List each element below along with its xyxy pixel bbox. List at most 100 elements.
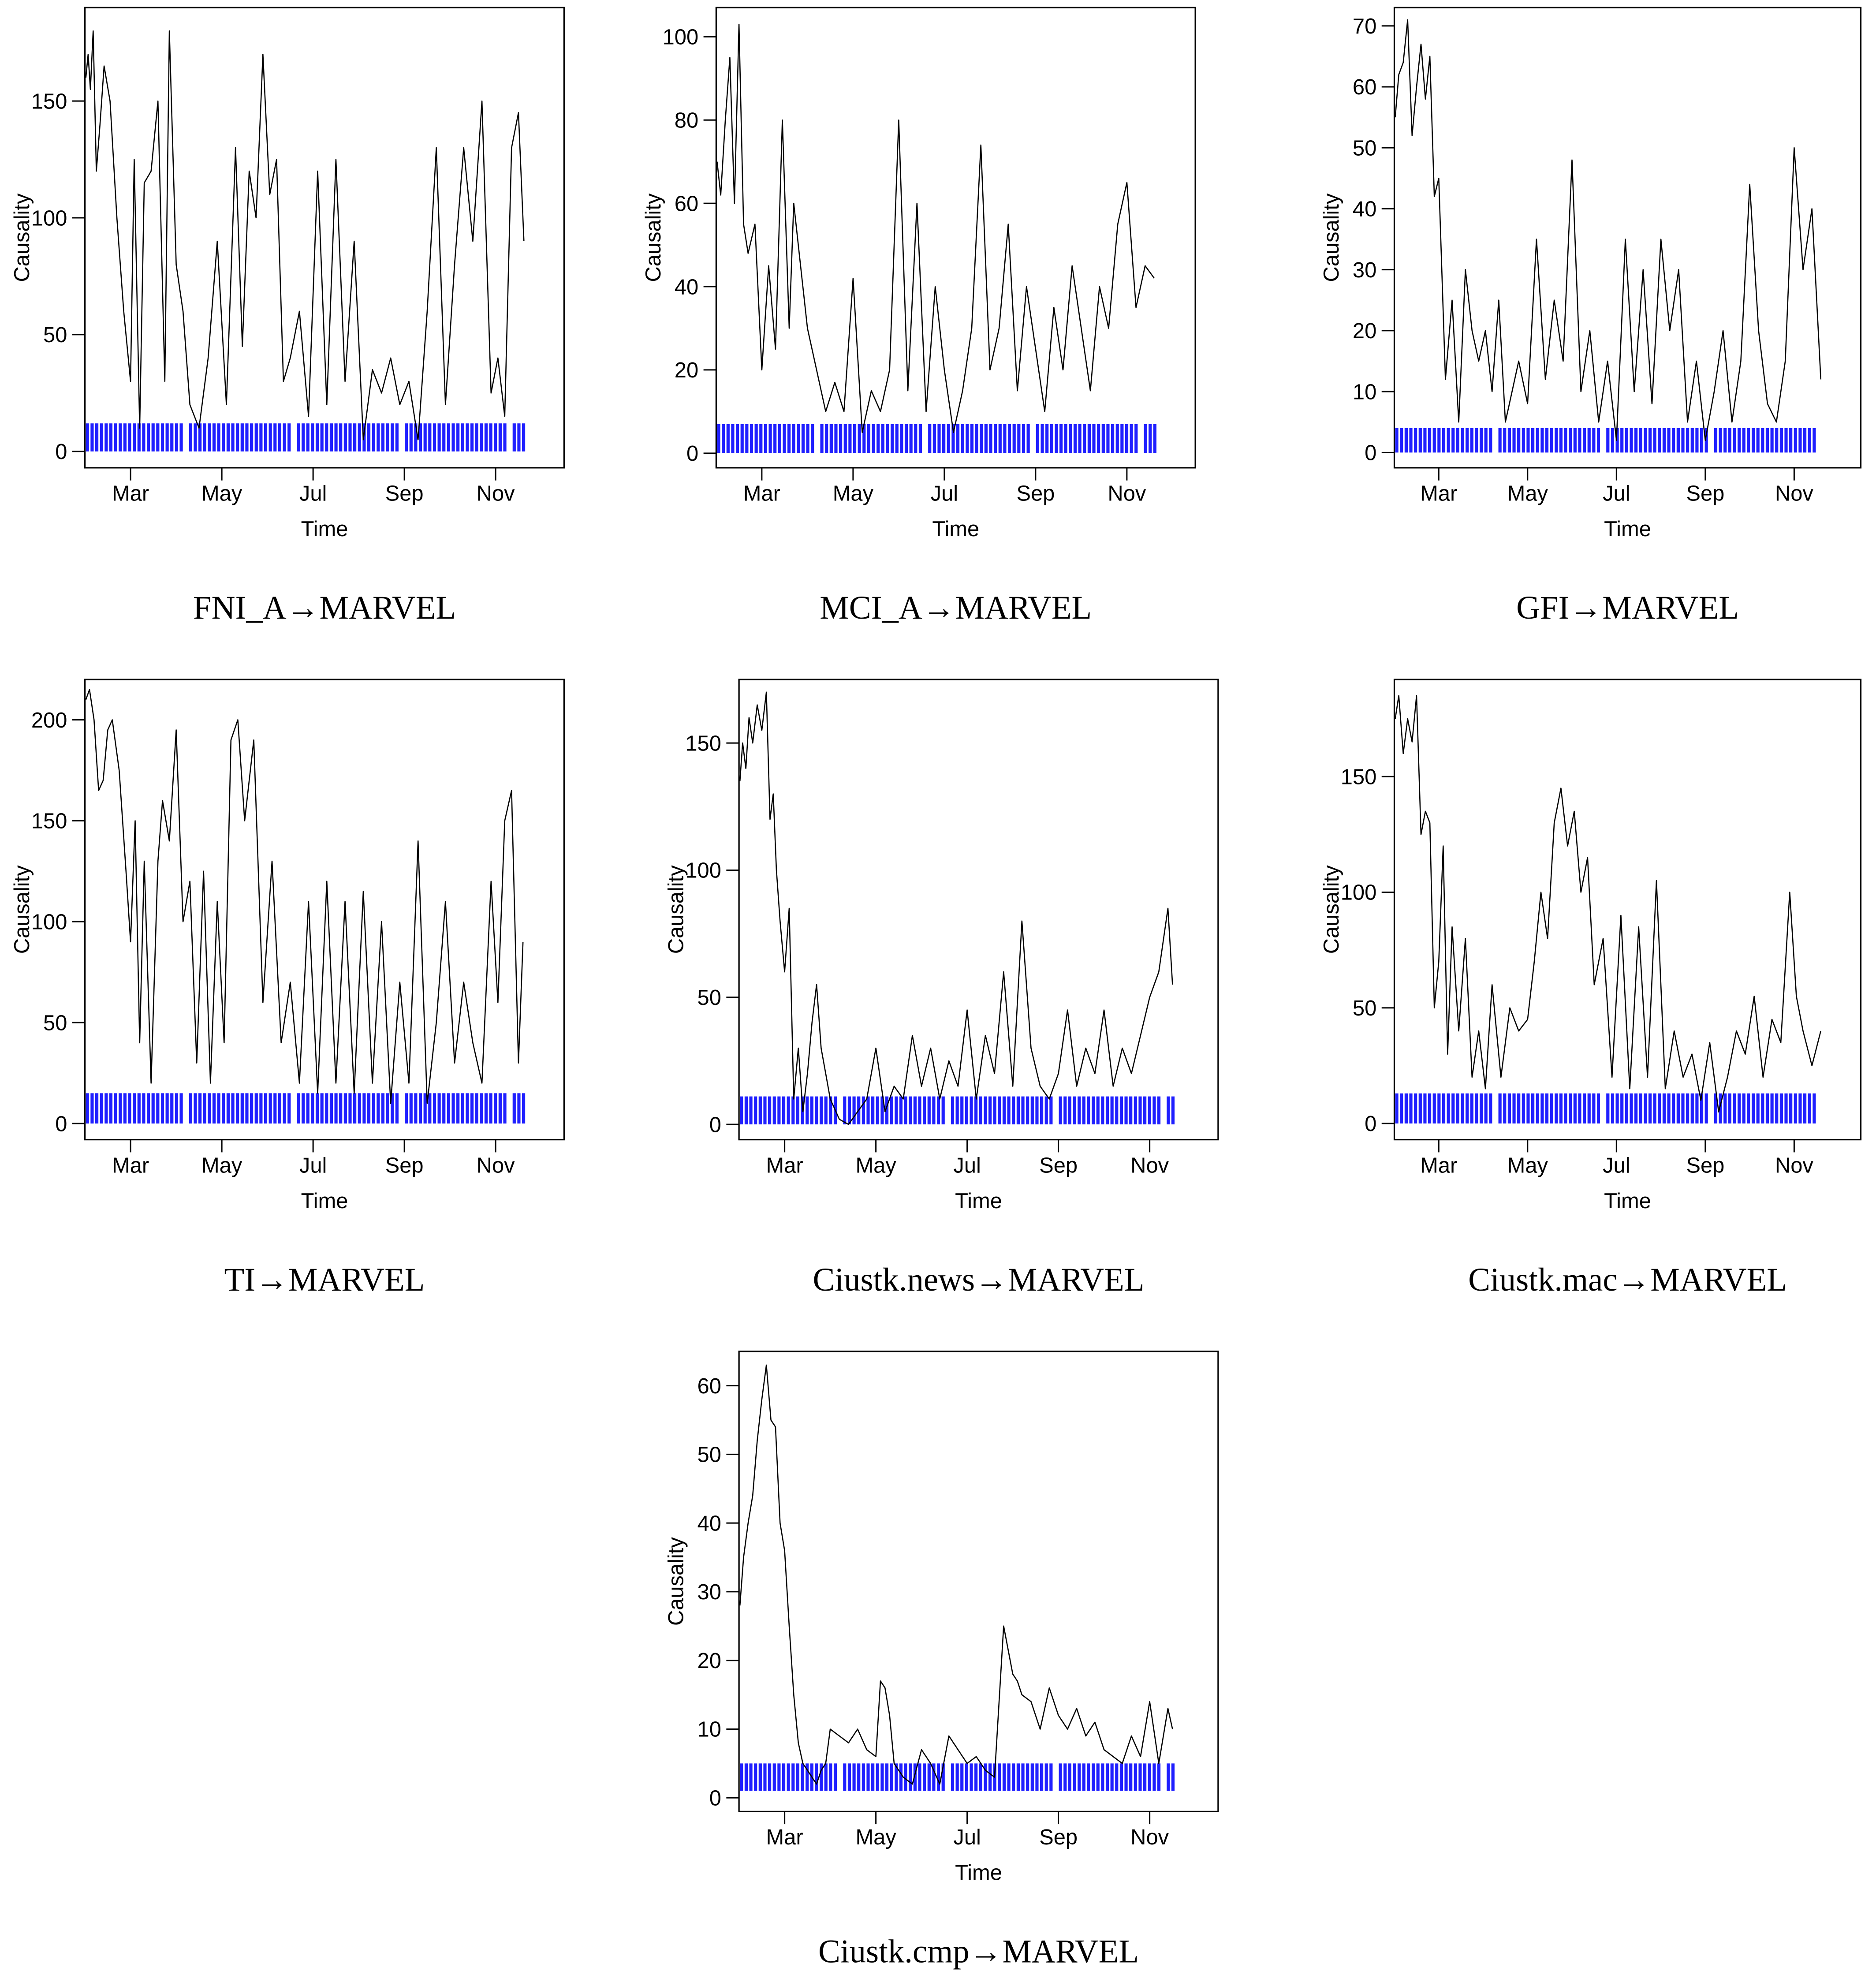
band-stripe — [372, 1093, 375, 1124]
band-stripe — [740, 424, 744, 453]
band-stripe — [1101, 1763, 1104, 1791]
band-stripe — [974, 1096, 978, 1125]
band-stripe — [437, 1093, 441, 1124]
y-axis-label: Causality — [664, 1537, 688, 1626]
band-stripe — [960, 1096, 964, 1125]
band-stripe — [1447, 428, 1450, 453]
chart-panel-1: 0 50 100 150 Mar May Jul Sep Nov Time Causality FNI… — [10, 7, 565, 626]
band-stripe — [1456, 428, 1459, 453]
x-axis-label: Time — [955, 1189, 1002, 1213]
band-stripe — [1078, 1096, 1081, 1125]
band-stripe — [1134, 1763, 1137, 1791]
band-stripe — [1035, 1096, 1039, 1125]
significance-band — [86, 1093, 526, 1124]
band-stripe — [329, 423, 333, 452]
band-stripe — [1097, 424, 1100, 453]
band-stripe — [377, 1093, 380, 1124]
band-stripe — [792, 424, 795, 453]
band-stripe — [1662, 428, 1666, 453]
band-stripe — [306, 423, 310, 452]
band-stripe — [1569, 1093, 1572, 1124]
band-stripe — [442, 1093, 446, 1124]
band-stripe — [203, 423, 206, 452]
band-stripe — [1615, 1093, 1619, 1124]
band-stripe — [745, 424, 749, 453]
band-stripe — [1751, 428, 1755, 453]
band-stripe — [1475, 1093, 1478, 1124]
y-tick-label: 60 — [1353, 75, 1376, 99]
band-stripe — [1105, 1763, 1109, 1791]
band-stripe — [1428, 428, 1432, 453]
band-stripe — [1437, 428, 1441, 453]
band-stripe — [829, 1096, 832, 1125]
band-stripe — [1611, 1093, 1615, 1124]
band-stripe — [358, 1093, 361, 1124]
band-stripe — [1813, 1093, 1816, 1124]
band-stripe — [320, 423, 324, 452]
band-stripe — [1017, 424, 1021, 453]
band-stripe — [512, 423, 516, 452]
band-stripe — [245, 423, 249, 452]
band-stripe — [1167, 1096, 1170, 1125]
band-stripe — [1167, 1763, 1170, 1791]
band-stripe — [1784, 428, 1788, 453]
band-stripe — [433, 423, 436, 452]
band-stripe — [1409, 1093, 1413, 1124]
band-stripe — [1690, 428, 1694, 453]
y-tick-label: 20 — [697, 1649, 721, 1673]
band-stripe — [1573, 1093, 1577, 1124]
y-tick-label: 50 — [1353, 136, 1376, 160]
band-stripe — [480, 1093, 483, 1124]
band-stripe — [1779, 1093, 1783, 1124]
band-stripe — [1049, 1096, 1053, 1125]
band-stripe — [1470, 428, 1473, 453]
band-stripe — [517, 423, 521, 452]
band-stripe — [1578, 428, 1581, 453]
band-stripe — [918, 424, 922, 453]
band-stripe — [1765, 1093, 1769, 1124]
band-stripe — [1681, 428, 1685, 453]
chart-panel-6: 0 50 100 150 Mar May Jul Sep Nov Time Causality Ciu… — [1320, 679, 1862, 1298]
band-stripe — [302, 423, 305, 452]
band-stripe — [315, 423, 319, 452]
y-tick-label: 0 — [1365, 1112, 1376, 1136]
x-tick-label: Mar — [766, 1825, 803, 1849]
band-stripe — [222, 423, 225, 452]
band-stripe — [1512, 1093, 1516, 1124]
band-stripe — [1171, 1763, 1175, 1791]
x-tick-label: May — [201, 1153, 242, 1177]
band-stripe — [1761, 1093, 1764, 1124]
band-stripe — [1078, 424, 1082, 453]
band-stripe — [1789, 1093, 1793, 1124]
band-stripe — [339, 1093, 343, 1124]
band-stripe — [1794, 428, 1797, 453]
significance-band — [740, 1096, 1175, 1125]
band-stripe — [778, 424, 781, 453]
band-stripe — [951, 424, 955, 453]
band-stripe — [1625, 1093, 1628, 1124]
band-stripe — [1157, 1096, 1161, 1125]
band-stripe — [212, 423, 216, 452]
band-stripe — [749, 1096, 753, 1125]
band-stripe — [1036, 424, 1039, 453]
y-tick-label: 200 — [31, 709, 67, 732]
band-stripe — [1082, 1096, 1085, 1125]
band-stripe — [297, 1093, 300, 1124]
band-stripe — [160, 1093, 164, 1124]
band-stripe — [1704, 428, 1708, 453]
band-stripe — [95, 1093, 99, 1124]
band-stripe — [979, 1763, 982, 1791]
band-stripe — [1064, 424, 1067, 453]
x-tick-label: Jul — [1603, 482, 1630, 506]
band-stripe — [512, 1093, 516, 1124]
band-stripe — [984, 1763, 987, 1791]
band-stripe — [852, 1763, 856, 1791]
band-stripe — [936, 1096, 940, 1125]
band-stripe — [941, 1096, 945, 1125]
band-stripe — [1681, 1093, 1685, 1124]
band-stripe — [768, 1096, 772, 1125]
band-stripe — [970, 1096, 973, 1125]
panel-caption: TI→MARVEL — [224, 1262, 425, 1298]
band-stripe — [754, 1763, 757, 1791]
x-tick-label: Jul — [299, 1153, 327, 1177]
